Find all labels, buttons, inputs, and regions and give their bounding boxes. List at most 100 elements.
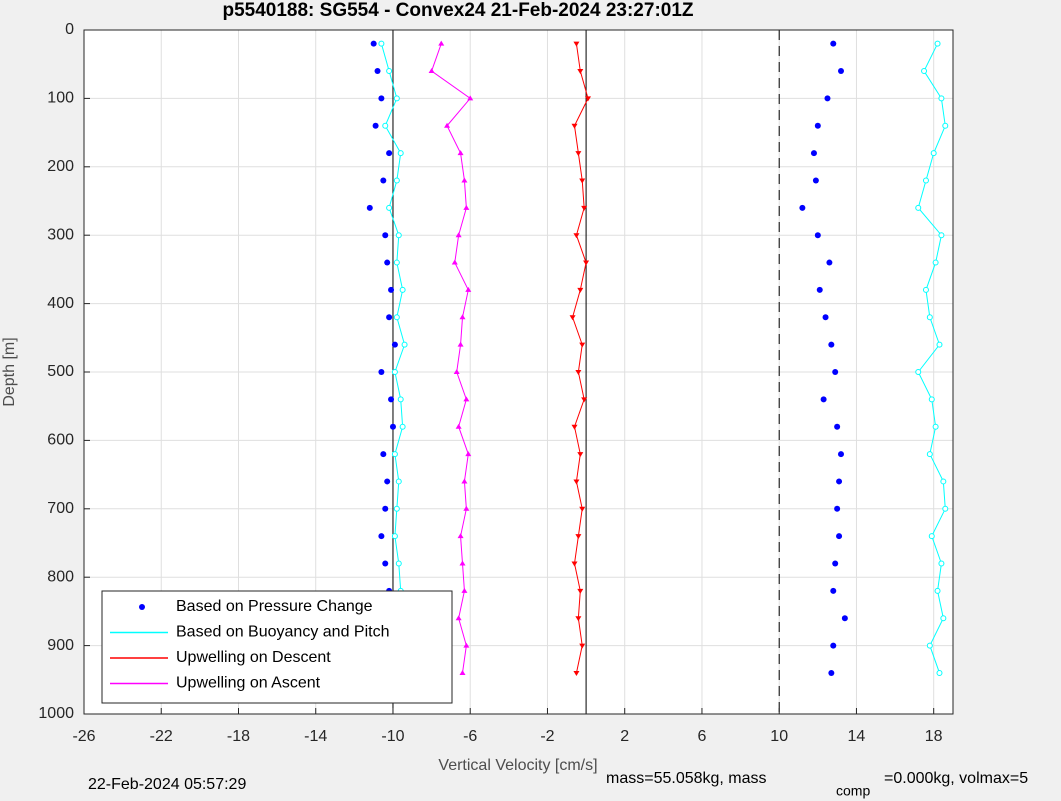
point: [395, 560, 402, 567]
point: [938, 232, 945, 239]
point: [938, 95, 945, 102]
point: [926, 314, 933, 321]
x-tick-label: 10: [770, 728, 788, 745]
point: [837, 451, 844, 458]
point: [575, 370, 582, 375]
point: [938, 560, 945, 567]
point: [922, 177, 929, 184]
point: [820, 396, 827, 403]
point: [393, 505, 400, 512]
point: [459, 560, 466, 566]
point: [386, 150, 393, 157]
point: [828, 341, 835, 348]
point: [382, 232, 389, 239]
point: [836, 478, 843, 485]
point: [463, 642, 470, 648]
point: [393, 95, 400, 102]
point: [579, 643, 586, 649]
point: [832, 560, 839, 567]
series-line: [572, 43, 589, 674]
point: [830, 40, 837, 47]
x-tick-label: -6: [463, 728, 477, 745]
footer-subscript: comp: [836, 783, 870, 799]
y-tick-label: 100: [47, 90, 74, 107]
point: [940, 478, 947, 485]
point: [571, 424, 578, 430]
point: [395, 478, 402, 485]
point: [399, 286, 406, 293]
point: [837, 68, 844, 75]
y-tick-label: 700: [47, 500, 74, 517]
point: [382, 122, 389, 129]
point: [571, 561, 578, 567]
point: [378, 533, 385, 540]
point: [579, 506, 586, 512]
legend-label: Based on Pressure Change: [176, 598, 373, 615]
point: [438, 40, 445, 46]
y-tick-label: 800: [47, 568, 74, 585]
point: [934, 587, 941, 594]
y-tick-label: 900: [47, 637, 74, 654]
point: [386, 314, 393, 321]
point: [814, 122, 821, 129]
point: [581, 397, 588, 403]
point: [936, 669, 943, 676]
point: [569, 315, 576, 321]
series-line: [380, 43, 946, 674]
point: [841, 615, 848, 622]
x-tick-label: -22: [150, 728, 173, 745]
point: [573, 41, 580, 47]
point: [391, 341, 398, 348]
point: [577, 287, 584, 293]
point: [391, 369, 398, 375]
point: [372, 122, 379, 129]
point: [828, 669, 835, 676]
chart-title: p5540188: SG554 - Convex24 21-Feb-2024 2…: [222, 0, 693, 21]
point: [834, 423, 841, 430]
point: [399, 423, 406, 430]
point: [393, 259, 400, 266]
point: [457, 533, 464, 539]
point: [455, 615, 462, 621]
point: [940, 615, 947, 622]
point: [395, 232, 402, 239]
point: [457, 150, 464, 156]
point: [814, 232, 821, 239]
point: [579, 342, 586, 348]
point: [461, 478, 468, 484]
point: [428, 68, 435, 74]
point: [378, 369, 385, 375]
point: [573, 479, 580, 485]
x-tick-label: -10: [381, 728, 404, 745]
point: [397, 396, 404, 403]
point: [463, 505, 470, 511]
point: [459, 314, 466, 320]
point: [812, 177, 819, 184]
y-tick-label: 200: [47, 158, 74, 175]
point: [370, 40, 377, 47]
x-tick-label: 14: [848, 728, 866, 745]
x-tick-label: -18: [227, 728, 250, 745]
point: [573, 670, 580, 676]
footer-mass: mass=55.058kg, mass: [606, 770, 767, 787]
point: [579, 178, 586, 184]
point: [463, 396, 470, 402]
point: [799, 204, 806, 211]
point: [386, 68, 393, 75]
point: [575, 534, 582, 540]
point: [382, 505, 389, 512]
legend-marker: [139, 604, 145, 610]
point: [393, 314, 400, 321]
point: [380, 177, 387, 184]
point: [585, 96, 592, 102]
legend-label: Upwelling on Descent: [176, 649, 331, 666]
point: [926, 642, 933, 649]
y-tick-label: 0: [65, 21, 74, 38]
point: [451, 259, 458, 265]
point: [463, 204, 470, 210]
footer-timestamp: 22-Feb-2024 05:57:29: [88, 776, 246, 793]
y-tick-label: 1000: [38, 705, 74, 722]
x-tick-label: -2: [540, 728, 554, 745]
point: [921, 68, 928, 75]
point: [366, 204, 373, 211]
